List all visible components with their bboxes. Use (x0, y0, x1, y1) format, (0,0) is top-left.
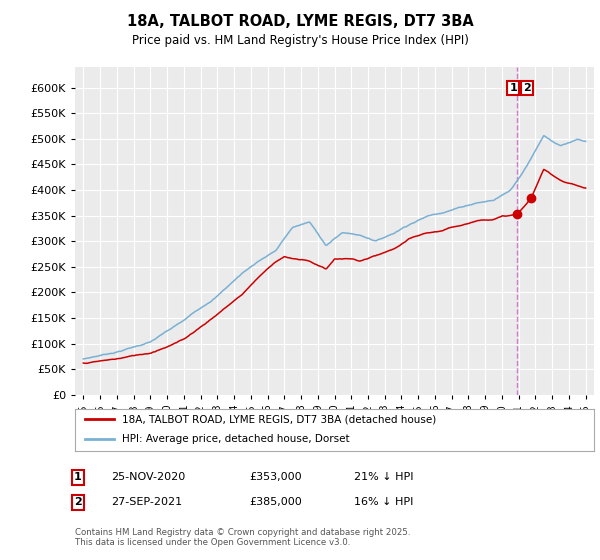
Text: 2: 2 (523, 83, 531, 92)
Text: £385,000: £385,000 (249, 497, 302, 507)
Text: Contains HM Land Registry data © Crown copyright and database right 2025.
This d: Contains HM Land Registry data © Crown c… (75, 528, 410, 547)
Text: 18A, TALBOT ROAD, LYME REGIS, DT7 3BA (detached house): 18A, TALBOT ROAD, LYME REGIS, DT7 3BA (d… (122, 414, 436, 424)
Text: 27-SEP-2021: 27-SEP-2021 (111, 497, 182, 507)
Text: 25-NOV-2020: 25-NOV-2020 (111, 472, 185, 482)
Text: HPI: Average price, detached house, Dorset: HPI: Average price, detached house, Dors… (122, 434, 349, 444)
Text: £353,000: £353,000 (249, 472, 302, 482)
Text: 2: 2 (74, 497, 82, 507)
Text: 21% ↓ HPI: 21% ↓ HPI (354, 472, 413, 482)
Text: 1: 1 (509, 83, 517, 92)
Text: 1: 1 (74, 472, 82, 482)
Text: 18A, TALBOT ROAD, LYME REGIS, DT7 3BA: 18A, TALBOT ROAD, LYME REGIS, DT7 3BA (127, 14, 473, 29)
Text: Price paid vs. HM Land Registry's House Price Index (HPI): Price paid vs. HM Land Registry's House … (131, 34, 469, 46)
Text: 16% ↓ HPI: 16% ↓ HPI (354, 497, 413, 507)
